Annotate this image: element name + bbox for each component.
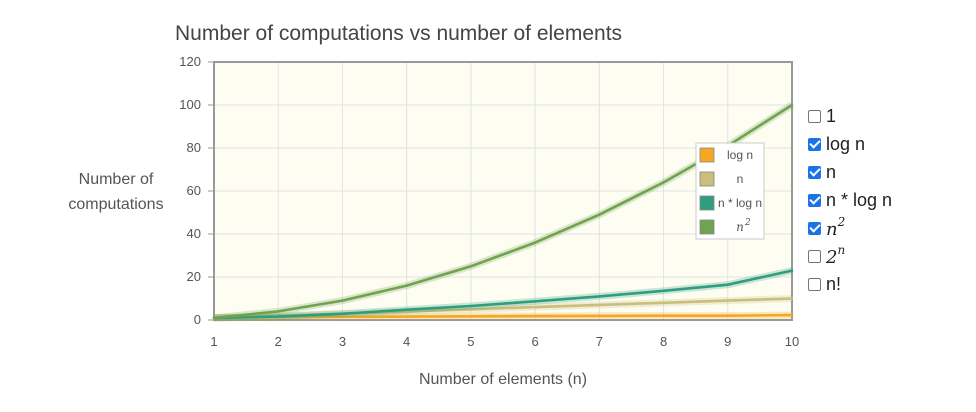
y-tick-label: 0 [194,312,201,327]
series-toggle-logn[interactable]: log n [808,132,865,156]
x-tick-label: 8 [660,334,667,349]
legend-swatch [699,147,715,163]
plot-frame [213,61,793,321]
series-toggle-nfact[interactable]: n! [808,272,841,296]
legend-label: n [737,172,744,186]
series-toggle-label: n * log n [826,190,892,211]
series-toggle-2n[interactable]: 2n [808,242,846,268]
series-toggle-label-exponent: n [837,242,846,257]
series-toggle-checkbox[interactable] [808,165,821,179]
series-toggle-label-text: n [826,161,837,182]
series-toggle-label: n [826,162,836,183]
legend-label: log n [727,148,753,162]
legend-label: n [736,220,744,234]
series-line-2 [212,269,794,320]
series-toggle-checkbox[interactable] [808,221,821,235]
series-toggle-checkbox[interactable] [808,249,821,263]
series-toggle-label-text: n! [826,273,842,294]
series-toggle-label-text: n * log n [826,189,893,210]
x-tick-label: 3 [339,334,346,349]
series-toggle-checkbox[interactable] [808,137,821,151]
y-tick-label: 80 [187,140,201,155]
series-toggle-1[interactable]: 1 [808,104,836,128]
x-tick-label: 2 [275,334,282,349]
legend-swatch [699,219,715,235]
legend-swatch [699,171,715,187]
series-line-0 [212,313,794,320]
series-toggle-label: 2n [826,242,846,268]
y-tick-label: 60 [187,183,201,198]
x-tick-label: 6 [531,334,538,349]
legend-label: n * log n [718,196,762,210]
series-toggle-n[interactable]: n [808,160,836,184]
series-toggle-label: n! [826,274,841,295]
series-toggle-n2[interactable]: n2 [808,214,846,240]
series-toggle-checkbox[interactable] [808,193,821,207]
x-tick-label: 7 [596,334,603,349]
series-toggle-nlogn[interactable]: n * log n [808,188,892,212]
chart-title: Number of computations vs number of elem… [175,22,622,45]
y-tick-label: 20 [187,269,201,284]
series-toggle-checkbox[interactable] [808,109,821,123]
x-axis-label: Number of elements (n) [419,371,587,388]
x-tick-label: 5 [467,334,474,349]
series-toggle-label: log n [826,134,865,155]
y-tick-label: 100 [179,97,201,112]
chart-legend: log nnn * log nn 2 [695,142,765,240]
series-toggle-label: 1 [826,106,836,127]
x-tick-label: 4 [403,334,410,349]
y-tick-label: 120 [179,54,201,69]
y-axis-label-line1: Number of [79,171,154,188]
legend-swatch [699,195,715,211]
series-toggle-checkbox[interactable] [808,277,821,291]
series-toggle-label-text: log n [826,133,866,154]
y-tick-label: 40 [187,226,201,241]
x-tick-label: 10 [785,334,799,349]
x-tick-label: 9 [724,334,731,349]
series-toggle-label-exponent: 2 [837,214,846,229]
y-axis-label-line2: computations [68,196,163,213]
legend-label-exponent: 2 [744,218,751,228]
series-toggle-label-text: n [826,218,838,240]
series-toggle-label: n2 [826,214,846,240]
series-toggle-label-text: 2 [826,246,838,268]
x-tick-label: 1 [210,334,217,349]
series-toggle-label-text: 1 [826,105,837,126]
